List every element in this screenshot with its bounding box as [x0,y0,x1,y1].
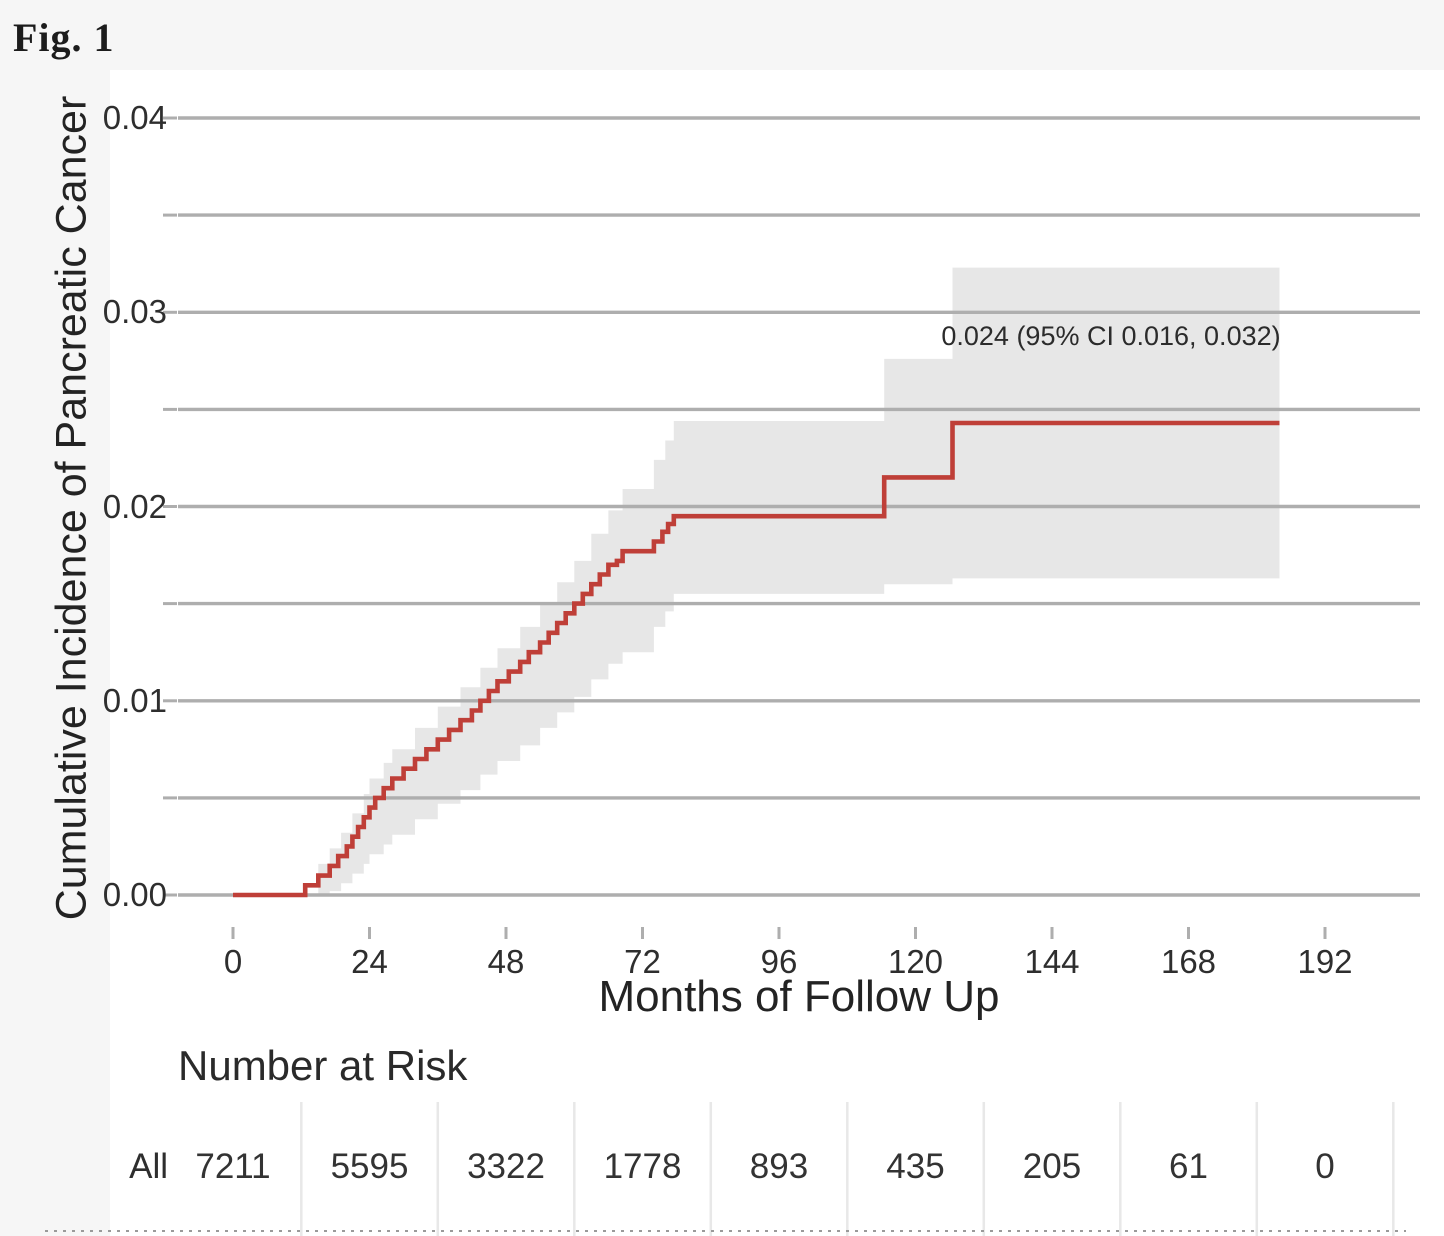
figure-background [110,70,1444,1236]
risk-value: 893 [749,1147,809,1186]
risk-value: 3322 [467,1147,545,1186]
x-tick-label: 24 [351,943,388,980]
risk-table-title: Number at Risk [178,1042,468,1089]
y-tick-label: 0.04 [102,99,167,136]
x-tick-label: 168 [1160,943,1217,980]
x-tick-label: 0 [223,943,243,980]
figure-label: Fig. 1 [13,15,115,60]
x-tick-label: 72 [624,943,661,980]
risk-value: 5595 [330,1147,409,1186]
y-tick-label: 0.03 [102,293,167,331]
y-tick-label: 0.02 [102,487,167,525]
risk-value: 435 [886,1147,945,1186]
estimate-annotation: 0.024 (95% CI 0.016, 0.032) [941,321,1281,351]
x-tick-label: 144 [1024,943,1080,980]
incidence-step-line [233,420,1280,898]
x-tick-label: 192 [1297,943,1353,980]
risk-value: 1778 [603,1147,682,1186]
risk-value: 205 [1022,1147,1082,1186]
x-tick-label: 48 [487,943,525,980]
risk-value: 7211 [195,1147,271,1186]
risk-row-label: All [129,1147,168,1186]
risk-value: 61 [1169,1147,1208,1186]
x-axis-title: Months of Follow Up [598,972,1000,1021]
risk-value: 0 [1315,1147,1335,1186]
x-tick-label: 96 [760,943,798,980]
x-tick-label: 120 [887,943,944,980]
y-tick-label: 0.00 [102,876,167,913]
y-tick-label: 0.01 [102,681,167,719]
